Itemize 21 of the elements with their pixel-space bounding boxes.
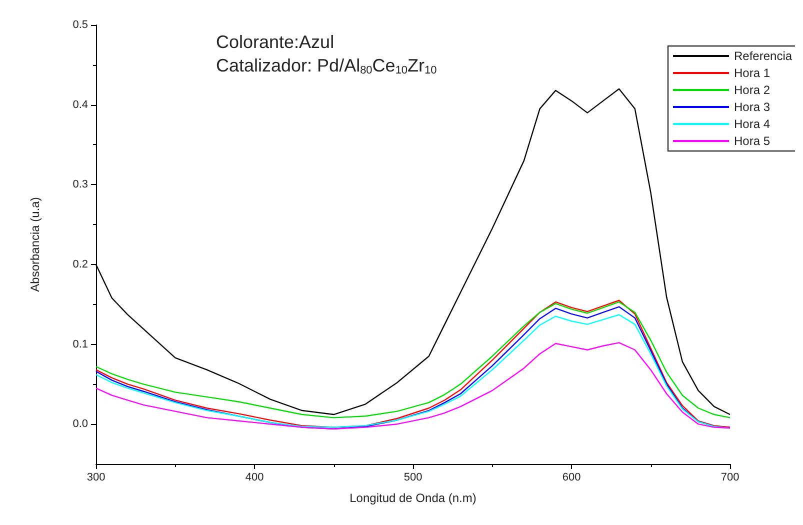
y-axis-title: Absorbancia (u.a) <box>28 197 42 292</box>
chart-title: Colorante:Azul <box>216 32 334 52</box>
x-axis-title: Longitud de Onda (n.m) <box>350 491 476 505</box>
legend-label: Hora 4 <box>734 117 770 131</box>
legend-label: Hora 5 <box>734 134 770 148</box>
y-tick-label: 0.4 <box>72 98 88 111</box>
x-tick-label: 300 <box>86 472 106 484</box>
legend-label: Hora 2 <box>734 83 770 97</box>
legend-label: Hora 1 <box>734 66 770 80</box>
y-tick-label: 0.5 <box>72 19 88 31</box>
y-tick-label: 0.2 <box>72 258 88 270</box>
y-tick-label: 0.3 <box>72 178 88 191</box>
x-tick-label: 600 <box>562 472 581 484</box>
x-tick-label: 400 <box>245 472 264 484</box>
line-series <box>95 342 731 430</box>
legend-label: Hora 3 <box>734 100 770 114</box>
legend-label: Referencia <box>734 49 792 63</box>
y-tick-label: 0.1 <box>72 338 88 350</box>
x-tick-label: 500 <box>404 472 422 484</box>
x-tick-label: 700 <box>720 472 740 484</box>
y-tick-label: 0.0 <box>72 418 88 430</box>
